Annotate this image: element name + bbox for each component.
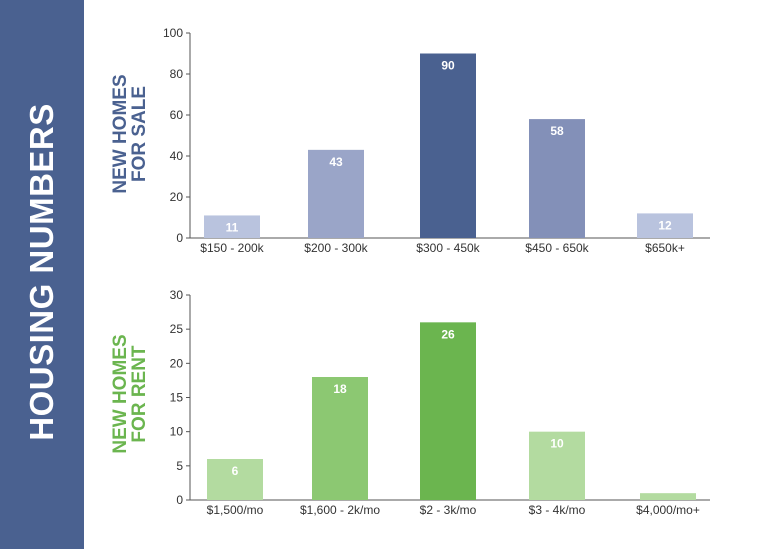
rent-y-tick-label: 20 xyxy=(170,356,184,370)
sale-bar xyxy=(529,119,585,238)
rent-bar-value-label: 26 xyxy=(441,327,455,341)
sale-y-tick-label: 0 xyxy=(176,231,183,245)
sale-y-tick-label: 100 xyxy=(163,26,183,40)
rent-category-label: $2 - 3k/mo xyxy=(420,503,477,517)
rent-y-tick-label: 5 xyxy=(176,459,183,473)
sale-bar-value-label: 58 xyxy=(550,124,564,138)
sale-category-label: $650k+ xyxy=(645,241,685,255)
sale-category-label: $200 - 300k xyxy=(304,241,368,255)
sale-bar xyxy=(420,53,476,238)
sale-bar xyxy=(204,215,260,238)
sale-category-label: $150 - 200k xyxy=(200,241,264,255)
rent-y-tick-label: 10 xyxy=(170,425,184,439)
sale-bar-value-label: 90 xyxy=(441,59,455,73)
rent-category-label: $4,000/mo+ xyxy=(636,503,700,517)
sale-y-tick-label: 60 xyxy=(170,108,184,122)
rent-y-tick-label: 25 xyxy=(170,322,184,336)
rent-bar xyxy=(420,322,476,500)
rent-category-label: $3 - 4k/mo xyxy=(529,503,586,517)
sale-bar-value-label: 12 xyxy=(658,218,672,232)
rent-bar xyxy=(529,431,585,500)
sale-bar-value-label: 11 xyxy=(226,220,239,234)
rent-y-tick-label: 30 xyxy=(170,288,184,302)
rent-bar xyxy=(640,493,696,500)
sale-category-label: $300 - 450k xyxy=(416,241,480,255)
sale-y-tick-label: 40 xyxy=(170,149,184,163)
rent-bar-value-label: 18 xyxy=(333,382,347,396)
rent-bar-value-label: 10 xyxy=(550,437,564,451)
sale-bar-value-label: 43 xyxy=(329,155,343,169)
sale-y-tick-label: 80 xyxy=(170,67,184,81)
rent-bar xyxy=(207,459,263,500)
rent-y-tick-label: 15 xyxy=(170,391,184,405)
sale-bar xyxy=(637,213,693,238)
rent-bar-value-label: 1 xyxy=(665,498,672,512)
rent-y-tick-label: 0 xyxy=(176,493,183,507)
sidebar: HOUSING NUMBERS xyxy=(0,0,84,549)
sale-bar xyxy=(308,149,364,238)
sale-y-tick-label: 20 xyxy=(170,190,184,204)
rent-category-label: $1,600 - 2k/mo xyxy=(300,503,380,517)
rent-bar xyxy=(312,377,368,500)
rent-bar-value-label: 6 xyxy=(232,464,239,478)
sale-category-label: $450 - 650k xyxy=(525,241,589,255)
rent-category-label: $1,500/mo xyxy=(207,503,264,517)
